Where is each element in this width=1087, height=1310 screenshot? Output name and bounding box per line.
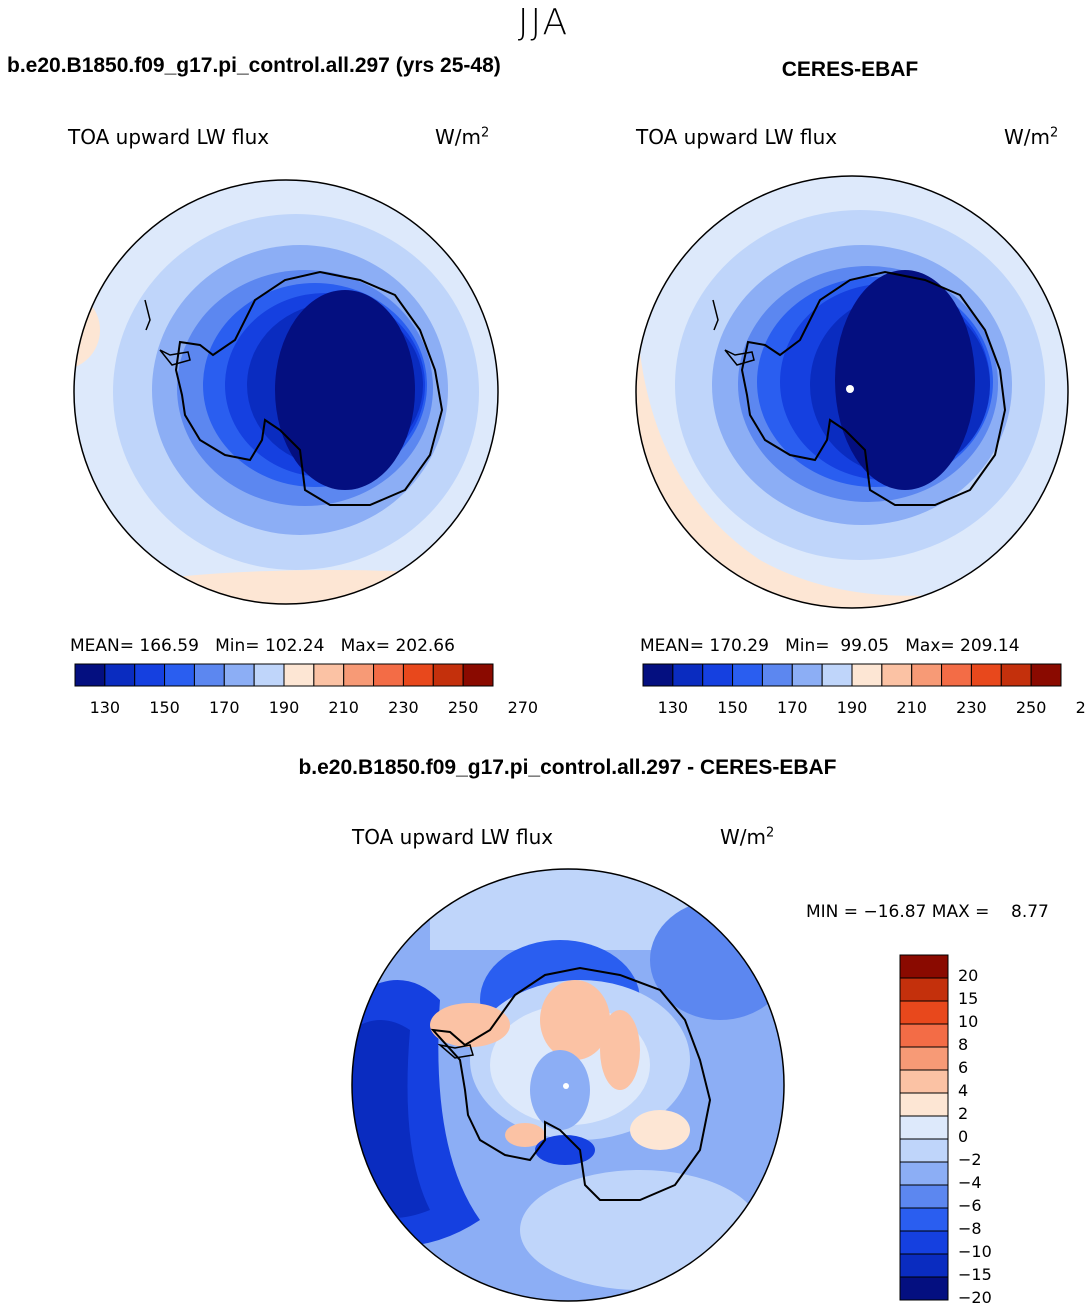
- colorbar-swatch: [899, 1253, 949, 1278]
- colorbar-tick-label: 190: [268, 698, 300, 717]
- colorbar-tick-label: 150: [149, 698, 180, 717]
- colorbar-swatch: [899, 1046, 949, 1071]
- model-variable-label: TOA upward LW flux: [68, 125, 270, 149]
- colorbar-swatch: [702, 663, 734, 687]
- colorbar-swatch: [899, 1023, 949, 1048]
- colorbar-tick-label: 210: [328, 698, 359, 717]
- colorbar-swatch: [642, 663, 674, 687]
- colorbar-swatch: [899, 1207, 949, 1232]
- colorbar-swatch: [899, 954, 949, 979]
- diff-colorbar-ticks: 20 15 10 8 6 4 2 0 −2 −4 −6 −8 −10 −15 −20: [958, 955, 1018, 1307]
- colorbar-swatch: [373, 663, 404, 687]
- colorbar-tick-label: 190: [836, 698, 868, 717]
- diff-variable-label: TOA upward LW flux: [352, 825, 554, 849]
- colorbar-swatch: [899, 1161, 949, 1186]
- colorbar-swatch: [1030, 663, 1062, 687]
- colorbar-tick-label: 20: [958, 965, 979, 985]
- difference-colorbar: [899, 954, 949, 1301]
- model-stats: MEAN= 166.59 Min= 102.24 Max= 202.66: [70, 636, 455, 656]
- colorbar-tick-label: −8: [958, 1218, 982, 1238]
- colorbar-swatch: [223, 663, 255, 687]
- model-colorbar-ticks: 130 150 170 190 210 230 250 270: [75, 696, 539, 718]
- colorbar-swatch: [791, 663, 823, 687]
- colorbar-tick-label: 6: [958, 1057, 969, 1077]
- colorbar-swatch: [672, 663, 704, 687]
- colorbar-tick-label: 210: [896, 698, 927, 717]
- colorbar-swatch: [911, 663, 943, 687]
- colorbar-tick-label: 150: [717, 698, 748, 717]
- colorbar-swatch: [899, 1138, 949, 1163]
- colorbar-tick-label: 0: [958, 1126, 969, 1146]
- colorbar-swatch: [462, 663, 494, 687]
- colorbar-tick-label: 230: [388, 698, 419, 717]
- colorbar-swatch: [899, 1276, 949, 1301]
- colorbar-swatch: [74, 663, 106, 687]
- colorbar-tick-label: 250: [1015, 698, 1047, 717]
- obs-units-label: W/m2: [1004, 125, 1059, 149]
- colorbar-tick-label: 2: [958, 1103, 969, 1123]
- obs-colorbar-ticks: 130 150 170 190 210 230 250 270: [643, 696, 1087, 718]
- colorbar-swatch: [899, 977, 949, 1002]
- colorbar-swatch: [1000, 663, 1032, 687]
- colorbar-swatch: [432, 663, 464, 687]
- difference-title: b.e20.B1850.f09_g17.pi_control.all.297 -…: [298, 756, 837, 779]
- colorbar-swatch: [821, 663, 853, 687]
- diff-stats: MIN = −16.87 MAX = 8.77: [806, 902, 1049, 922]
- colorbar-tick-label: 15: [958, 988, 979, 1008]
- colorbar-swatch: [899, 1092, 949, 1117]
- colorbar-tick-label: 130: [657, 698, 689, 717]
- colorbar-swatch: [970, 663, 1002, 687]
- colorbar-tick-label: −4: [958, 1172, 982, 1192]
- colorbar-tick-label: 270: [1075, 698, 1087, 717]
- model-case-title: b.e20.B1850.f09_g17.pi_control.all.297 (…: [7, 54, 501, 77]
- colorbar-swatch: [761, 663, 793, 687]
- colorbar-tick-label: 270: [507, 698, 539, 717]
- colorbar-swatch: [193, 663, 225, 687]
- colorbar-swatch: [899, 1069, 949, 1094]
- colorbar-swatch: [134, 663, 166, 687]
- obs-case-title: CERES-EBAF: [781, 58, 919, 81]
- colorbar-swatch: [899, 1230, 949, 1255]
- colorbar-swatch: [941, 663, 972, 687]
- colorbar-tick-label: −20: [958, 1287, 992, 1307]
- model-colorbar: [74, 663, 494, 687]
- obs-colorbar: [642, 663, 1062, 687]
- colorbar-swatch: [104, 663, 136, 687]
- colorbar-swatch: [164, 663, 195, 687]
- colorbar-swatch: [732, 663, 763, 687]
- colorbar-swatch: [313, 663, 345, 687]
- colorbar-swatch: [402, 663, 434, 687]
- colorbar-tick-label: −2: [958, 1149, 982, 1169]
- diff-units-label: W/m2: [720, 825, 775, 849]
- model-polar-map: [74, 180, 498, 604]
- colorbar-swatch: [253, 663, 285, 687]
- colorbar-swatch: [283, 663, 315, 687]
- colorbar-tick-label: −15: [958, 1264, 992, 1284]
- obs-stats: MEAN= 170.29 Min= 99.05 Max= 209.14: [640, 636, 1020, 656]
- colorbar-swatch: [899, 1184, 949, 1209]
- colorbar-tick-label: 8: [958, 1034, 969, 1054]
- colorbar-swatch: [881, 663, 913, 687]
- season-title: JJA: [517, 2, 570, 43]
- colorbar-swatch: [899, 1000, 949, 1025]
- obs-polar-map: [636, 176, 1068, 608]
- colorbar-tick-label: 230: [956, 698, 987, 717]
- difference-polar-map: [352, 869, 784, 1301]
- model-units-label: W/m2: [435, 125, 490, 149]
- colorbar-tick-label: −6: [958, 1195, 982, 1215]
- colorbar-swatch: [343, 663, 375, 687]
- colorbar-tick-label: 10: [958, 1011, 979, 1031]
- colorbar-tick-label: 250: [447, 698, 479, 717]
- colorbar-tick-label: 170: [777, 698, 808, 717]
- colorbar-tick-label: 170: [209, 698, 240, 717]
- colorbar-swatch: [899, 1115, 949, 1140]
- colorbar-tick-label: 130: [89, 698, 121, 717]
- colorbar-tick-label: 4: [958, 1080, 969, 1100]
- colorbar-tick-label: −10: [958, 1241, 992, 1261]
- obs-variable-label: TOA upward LW flux: [636, 125, 838, 149]
- colorbar-swatch: [851, 663, 883, 687]
